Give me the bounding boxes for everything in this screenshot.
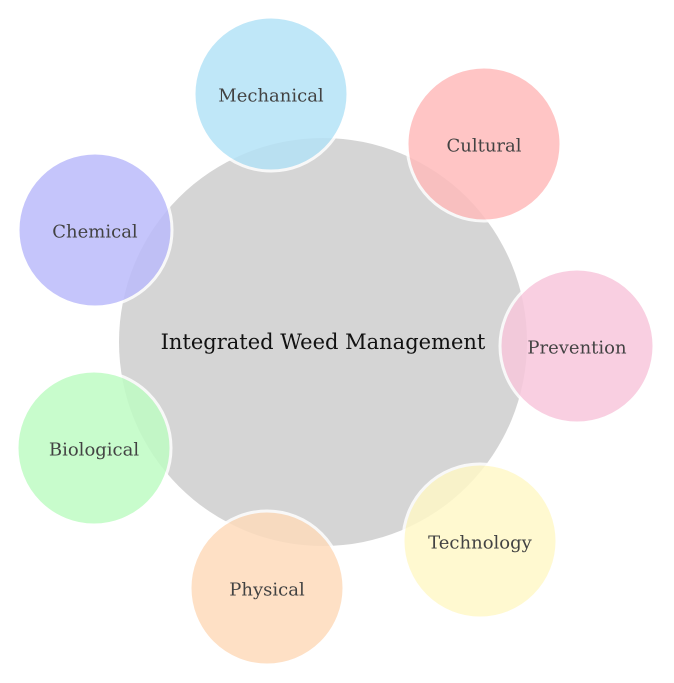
node-chemical-circle xyxy=(16,151,174,309)
node-technology-label: Technology xyxy=(428,533,532,554)
node-mechanical-circle xyxy=(192,15,350,173)
node-prevention: Prevention xyxy=(498,267,656,425)
node-biological-label: Biological xyxy=(49,440,140,461)
node-physical-label: Physical xyxy=(229,580,305,601)
node-physical: Physical xyxy=(188,509,346,667)
node-cultural-circle xyxy=(405,65,563,223)
node-mechanical: Mechanical xyxy=(192,15,350,173)
node-technology: Technology xyxy=(401,462,559,620)
node-cultural-label: Cultural xyxy=(446,136,521,157)
node-chemical: Chemical xyxy=(16,151,174,309)
node-technology-circle xyxy=(401,462,559,620)
center-node: Integrated Weed Management xyxy=(119,138,527,546)
node-prevention-label: Prevention xyxy=(527,338,627,359)
node-chemical-label: Chemical xyxy=(52,222,138,243)
node-biological: Biological xyxy=(15,369,173,527)
center-circle xyxy=(119,138,527,546)
node-cultural: Cultural xyxy=(405,65,563,223)
node-mechanical-label: Mechanical xyxy=(218,86,324,107)
node-prevention-circle xyxy=(498,267,656,425)
node-physical-circle xyxy=(188,509,346,667)
center-label: Integrated Weed Management xyxy=(161,330,486,354)
node-biological-circle xyxy=(15,369,173,527)
